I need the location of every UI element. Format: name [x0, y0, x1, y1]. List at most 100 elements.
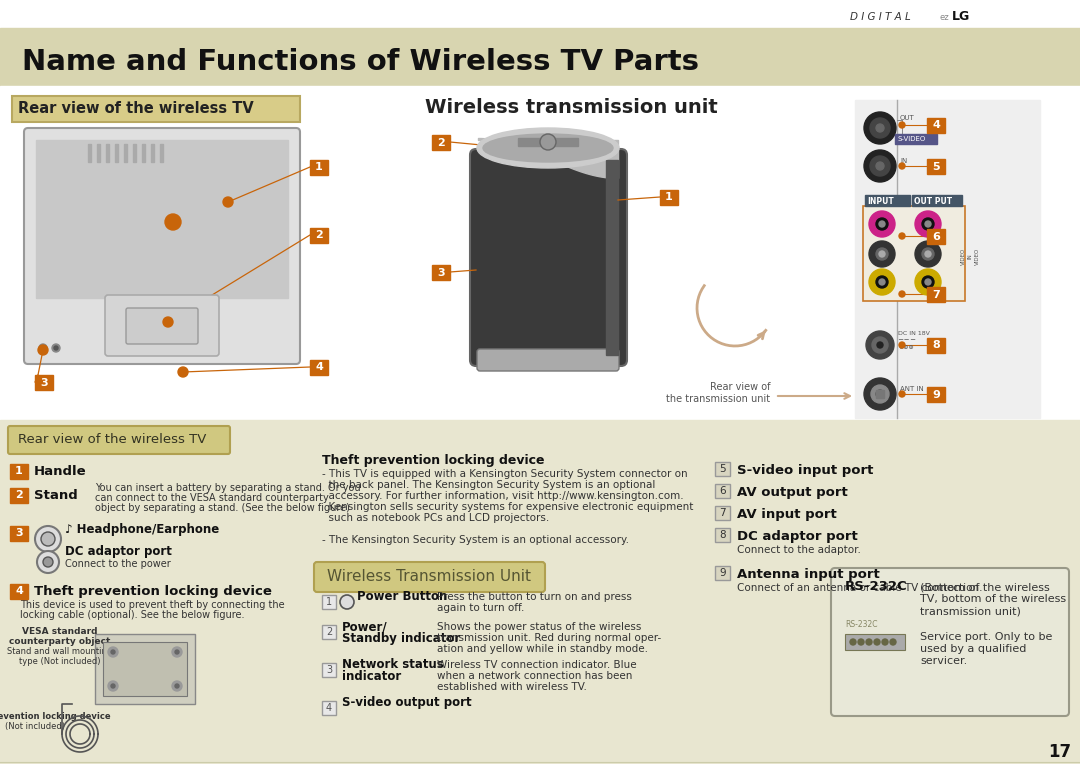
Text: DC adaptor port: DC adaptor port [737, 530, 858, 543]
Text: Connect to the power: Connect to the power [65, 559, 171, 569]
Circle shape [870, 156, 890, 176]
Text: ation and yellow while in standby mode.: ation and yellow while in standby mode. [437, 644, 648, 654]
Circle shape [899, 291, 905, 297]
Bar [322, 701, 336, 715]
Text: Theft prevention locking device: Theft prevention locking device [0, 712, 111, 721]
Text: Service port. Only to be: Service port. Only to be [920, 632, 1052, 642]
Text: 6: 6 [719, 486, 726, 496]
Text: Wireless transmission unit: Wireless transmission unit [426, 98, 718, 117]
Text: 2: 2 [15, 490, 23, 500]
Text: (Not included): (Not included) [5, 722, 65, 731]
Text: Network status: Network status [342, 658, 444, 671]
Bar [160, 144, 163, 162]
Bar [895, 134, 937, 144]
Text: ♪ Headphone/Earphone: ♪ Headphone/Earphone [65, 523, 219, 536]
Circle shape [864, 378, 896, 410]
Bar [927, 118, 945, 133]
Text: 1: 1 [665, 193, 673, 202]
Circle shape [915, 211, 941, 237]
Circle shape [866, 331, 894, 359]
Circle shape [111, 684, 114, 688]
Text: Connect to the adaptor.: Connect to the adaptor. [737, 545, 861, 555]
Text: 3: 3 [40, 377, 48, 387]
Text: 4: 4 [932, 121, 940, 131]
Text: 2: 2 [326, 627, 333, 637]
Circle shape [870, 118, 890, 138]
Text: 9: 9 [932, 390, 940, 400]
Text: RS-232C: RS-232C [845, 620, 877, 629]
Text: 5: 5 [932, 161, 940, 171]
Text: Shows the power status of the wireless: Shows the power status of the wireless [437, 622, 642, 632]
Text: 3: 3 [326, 665, 332, 675]
Bar [927, 387, 945, 402]
Text: 1: 1 [315, 163, 323, 173]
Text: You can insert a battery by separating a stand. Or you: You can insert a battery by separating a… [95, 483, 361, 493]
FancyBboxPatch shape [831, 568, 1069, 716]
Text: INPUT: INPUT [867, 197, 894, 206]
Text: 4: 4 [326, 703, 332, 713]
Circle shape [864, 150, 896, 182]
Circle shape [899, 391, 905, 397]
Text: 1: 1 [15, 467, 23, 477]
Bar [865, 195, 910, 206]
Circle shape [899, 122, 905, 128]
Text: 7: 7 [932, 290, 940, 299]
Text: DC IN 18V: DC IN 18V [897, 331, 930, 336]
Circle shape [924, 221, 931, 227]
Text: 2: 2 [437, 138, 445, 147]
Circle shape [163, 317, 173, 327]
Bar [606, 160, 618, 355]
Circle shape [882, 639, 888, 645]
Text: DC adaptor port: DC adaptor port [65, 545, 172, 558]
Circle shape [915, 241, 941, 267]
Circle shape [175, 650, 179, 654]
Text: IN: IN [900, 158, 907, 164]
Bar [0, 86, 1080, 420]
Text: Power/: Power/ [342, 620, 388, 633]
Text: such as notebook PCs and LCD projectors.: such as notebook PCs and LCD projectors. [322, 513, 550, 523]
Text: S-video input port: S-video input port [737, 464, 874, 477]
Text: AV input port: AV input port [737, 508, 837, 521]
Bar [10, 464, 28, 479]
Circle shape [876, 276, 888, 288]
Text: VIDEO
IN
VIDEO: VIDEO IN VIDEO [960, 248, 980, 264]
Text: - The Kensington Security System is an optional accessory.: - The Kensington Security System is an o… [322, 535, 629, 545]
Text: accessory. For further information, visit http://www.kensington.com.: accessory. For further information, visi… [322, 491, 684, 501]
Text: used by a qualified: used by a qualified [920, 644, 1026, 654]
Circle shape [35, 526, 60, 552]
Circle shape [172, 647, 183, 657]
Text: Stand: Stand [33, 489, 78, 502]
Text: TV, bottom of the wireless: TV, bottom of the wireless [920, 594, 1066, 604]
Text: - This TV is equipped with a Kensington Security System connector on: - This TV is equipped with a Kensington … [322, 469, 688, 479]
Text: object by separating a stand. (See the below figure): object by separating a stand. (See the b… [95, 503, 350, 513]
Text: 8: 8 [719, 530, 726, 540]
Bar [876, 390, 885, 398]
Text: Connect of an antenna or cable TV connection.: Connect of an antenna or cable TV connec… [737, 583, 983, 593]
Circle shape [172, 681, 183, 691]
Text: Rear view of: Rear view of [710, 382, 770, 392]
Text: Name and Functions of Wireless TV Parts: Name and Functions of Wireless TV Parts [22, 48, 699, 76]
FancyBboxPatch shape [470, 149, 627, 366]
Bar [432, 265, 450, 280]
Circle shape [879, 251, 885, 257]
Ellipse shape [483, 134, 613, 162]
Text: Handle: Handle [33, 465, 86, 478]
Text: again to turn off.: again to turn off. [437, 603, 525, 613]
Text: ─ ─ ─: ─ ─ ─ [897, 337, 915, 343]
Bar [87, 144, 91, 162]
Bar [310, 228, 328, 243]
Bar [0, 28, 1080, 86]
Text: RS-232C: RS-232C [845, 580, 907, 593]
Bar [322, 663, 336, 677]
Text: indicator: indicator [342, 670, 402, 683]
FancyBboxPatch shape [314, 562, 545, 592]
Circle shape [879, 279, 885, 285]
Text: Rear view of the wireless TV: Rear view of the wireless TV [18, 101, 254, 116]
Circle shape [876, 390, 885, 398]
Circle shape [41, 346, 45, 350]
Text: 3: 3 [15, 529, 23, 539]
Circle shape [924, 251, 931, 257]
Circle shape [222, 197, 233, 207]
Circle shape [340, 595, 354, 609]
Circle shape [874, 639, 880, 645]
